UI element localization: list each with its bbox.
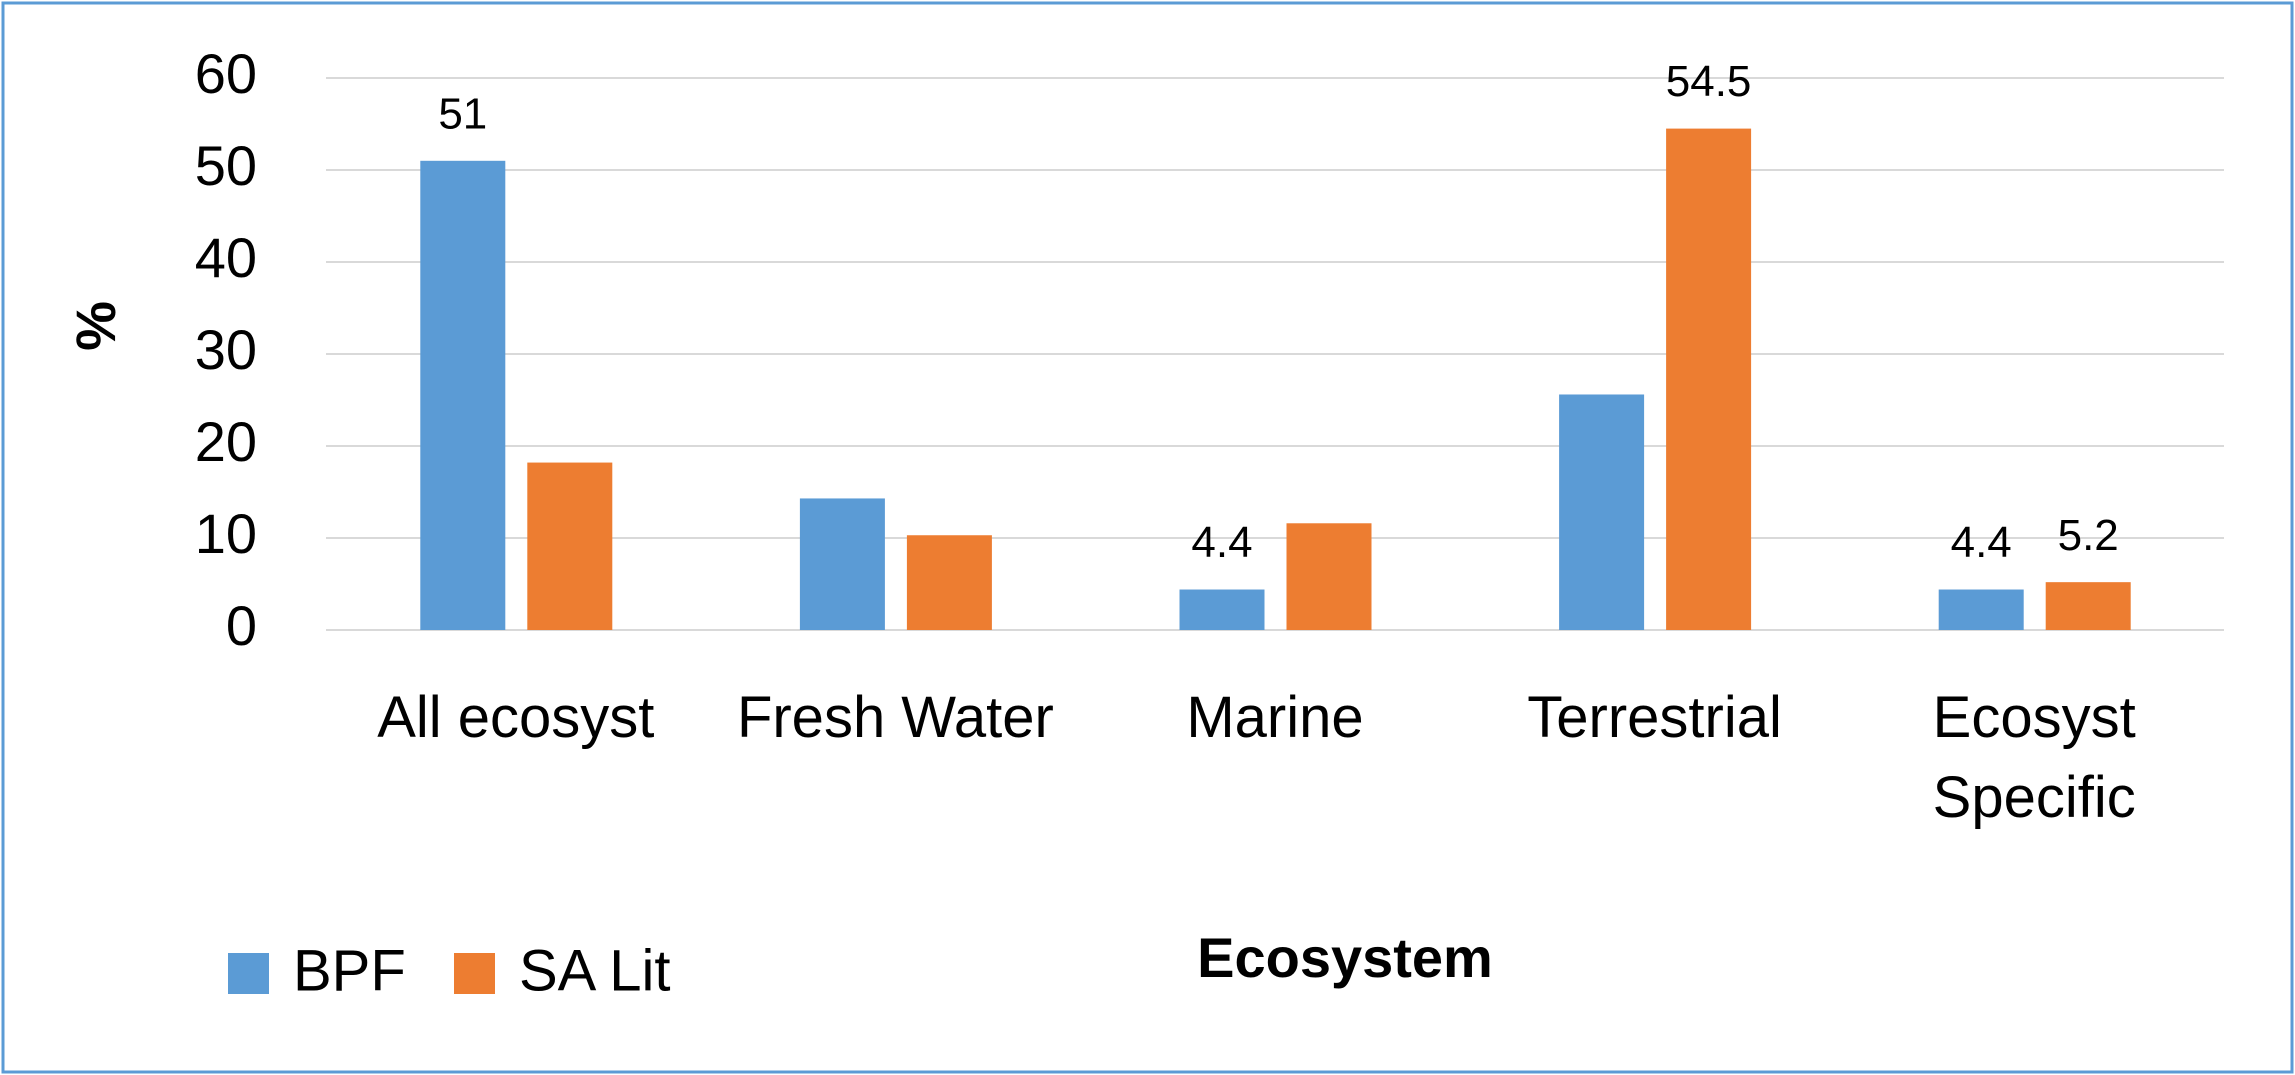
x-tick-label: All ecosyst	[377, 685, 655, 750]
y-tick-label: 20	[195, 410, 257, 473]
bar	[906, 535, 992, 630]
data-label: 5.2	[2058, 511, 2119, 560]
legend-label: SA Lit	[519, 938, 671, 1003]
bar	[799, 498, 885, 630]
legend-label: BPF	[293, 938, 406, 1003]
bar	[1179, 589, 1265, 630]
data-label: 4.4	[1951, 518, 2012, 567]
x-axis-label: Ecosystem	[1197, 926, 1493, 989]
y-axis-label: %	[64, 301, 127, 351]
legend-swatch	[228, 953, 269, 994]
y-tick-label: 60	[195, 42, 257, 105]
y-tick-label: 10	[195, 502, 257, 565]
y-tick-label: 0	[226, 594, 257, 657]
data-label: 54.5	[1666, 57, 1752, 106]
x-tick-label: Marine	[1186, 685, 1364, 750]
x-tick-label: Ecosyst Specific	[1932, 685, 2136, 830]
data-label: 4.4	[1191, 518, 1252, 567]
x-tick-label: Terrestrial	[1527, 685, 1782, 750]
x-tick-label: Fresh Water	[736, 685, 1054, 750]
bar	[1286, 523, 1372, 630]
bar	[1938, 589, 2024, 630]
y-tick-label: 40	[195, 226, 257, 289]
y-tick-label: 30	[195, 318, 257, 381]
bar	[1559, 394, 1645, 630]
bar	[420, 160, 506, 631]
y-tick-label: 50	[195, 134, 257, 197]
legend-swatch	[454, 953, 495, 994]
bar	[1666, 128, 1752, 630]
bar	[527, 462, 613, 630]
bar	[2045, 582, 2131, 630]
data-label: 51	[438, 89, 487, 138]
